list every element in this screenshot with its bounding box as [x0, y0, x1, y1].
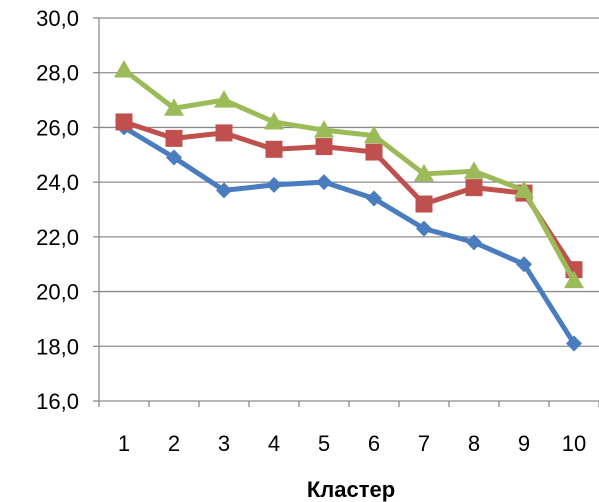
data-point-triangle — [214, 90, 234, 108]
x-tick-label: 10 — [562, 431, 586, 456]
axes — [93, 17, 599, 407]
data-point-square — [265, 140, 283, 158]
series-layer — [114, 59, 584, 352]
data-point-triangle — [164, 98, 184, 116]
data-point-diamond — [416, 220, 432, 237]
y-tick-label: 22,0 — [36, 225, 79, 250]
x-axis-title: Кластер — [307, 477, 395, 502]
data-point-triangle — [564, 270, 584, 289]
series-2 — [115, 113, 583, 279]
y-tick-label: 30,0 — [36, 6, 79, 31]
series-1 — [116, 119, 582, 352]
data-point-diamond — [516, 256, 532, 273]
data-point-triangle — [414, 163, 434, 182]
data-point-triangle — [114, 59, 134, 78]
data-point-diamond — [266, 176, 282, 193]
y-tick-label: 26,0 — [36, 115, 79, 140]
series-3-line — [121, 67, 577, 284]
data-point-diamond — [566, 335, 582, 352]
series-2-line — [121, 119, 577, 273]
y-tick-label: 28,0 — [36, 61, 79, 86]
data-point-square — [315, 138, 333, 156]
data-point-square — [215, 124, 233, 142]
data-point-diamond — [466, 234, 482, 251]
data-point-triangle — [514, 180, 534, 198]
x-tick-label: 3 — [218, 431, 230, 456]
data-point-triangle — [264, 111, 284, 130]
x-tick-label: 1 — [118, 431, 130, 456]
x-tick-label: 5 — [318, 431, 330, 456]
data-point-triangle — [364, 125, 384, 144]
data-point-square — [365, 143, 383, 161]
data-point-square — [465, 179, 483, 197]
y-tick-label: 18,0 — [36, 334, 79, 359]
data-point-square — [165, 129, 183, 147]
data-point-triangle — [464, 161, 484, 179]
data-point-square — [115, 113, 133, 131]
tick-labels: 16,0 18,0 20,0 22,0 24,0 26,0 28,0 30,0 1 2 3 4 5 6 7 8… — [36, 6, 586, 456]
y-tick-label: 20,0 — [36, 280, 79, 305]
y-tick-label: 24,0 — [36, 170, 79, 195]
x-tick-label: 2 — [168, 431, 180, 456]
data-point-triangle — [314, 120, 334, 138]
x-tick-label: 4 — [268, 431, 280, 456]
x-tick-label: 7 — [418, 431, 430, 456]
gridlines — [99, 17, 599, 347]
data-point-diamond — [316, 174, 332, 191]
series-3 — [114, 59, 584, 289]
data-point-diamond — [166, 149, 182, 166]
y-tick-label: 16,0 — [36, 389, 79, 414]
data-point-diamond — [366, 190, 382, 207]
data-point-square — [415, 195, 433, 213]
data-point-diamond — [216, 182, 232, 199]
x-tick-label: 8 — [468, 431, 480, 456]
x-tick-label: 6 — [368, 431, 380, 456]
x-tick-label: 9 — [518, 431, 530, 456]
series-1-line — [121, 124, 577, 347]
